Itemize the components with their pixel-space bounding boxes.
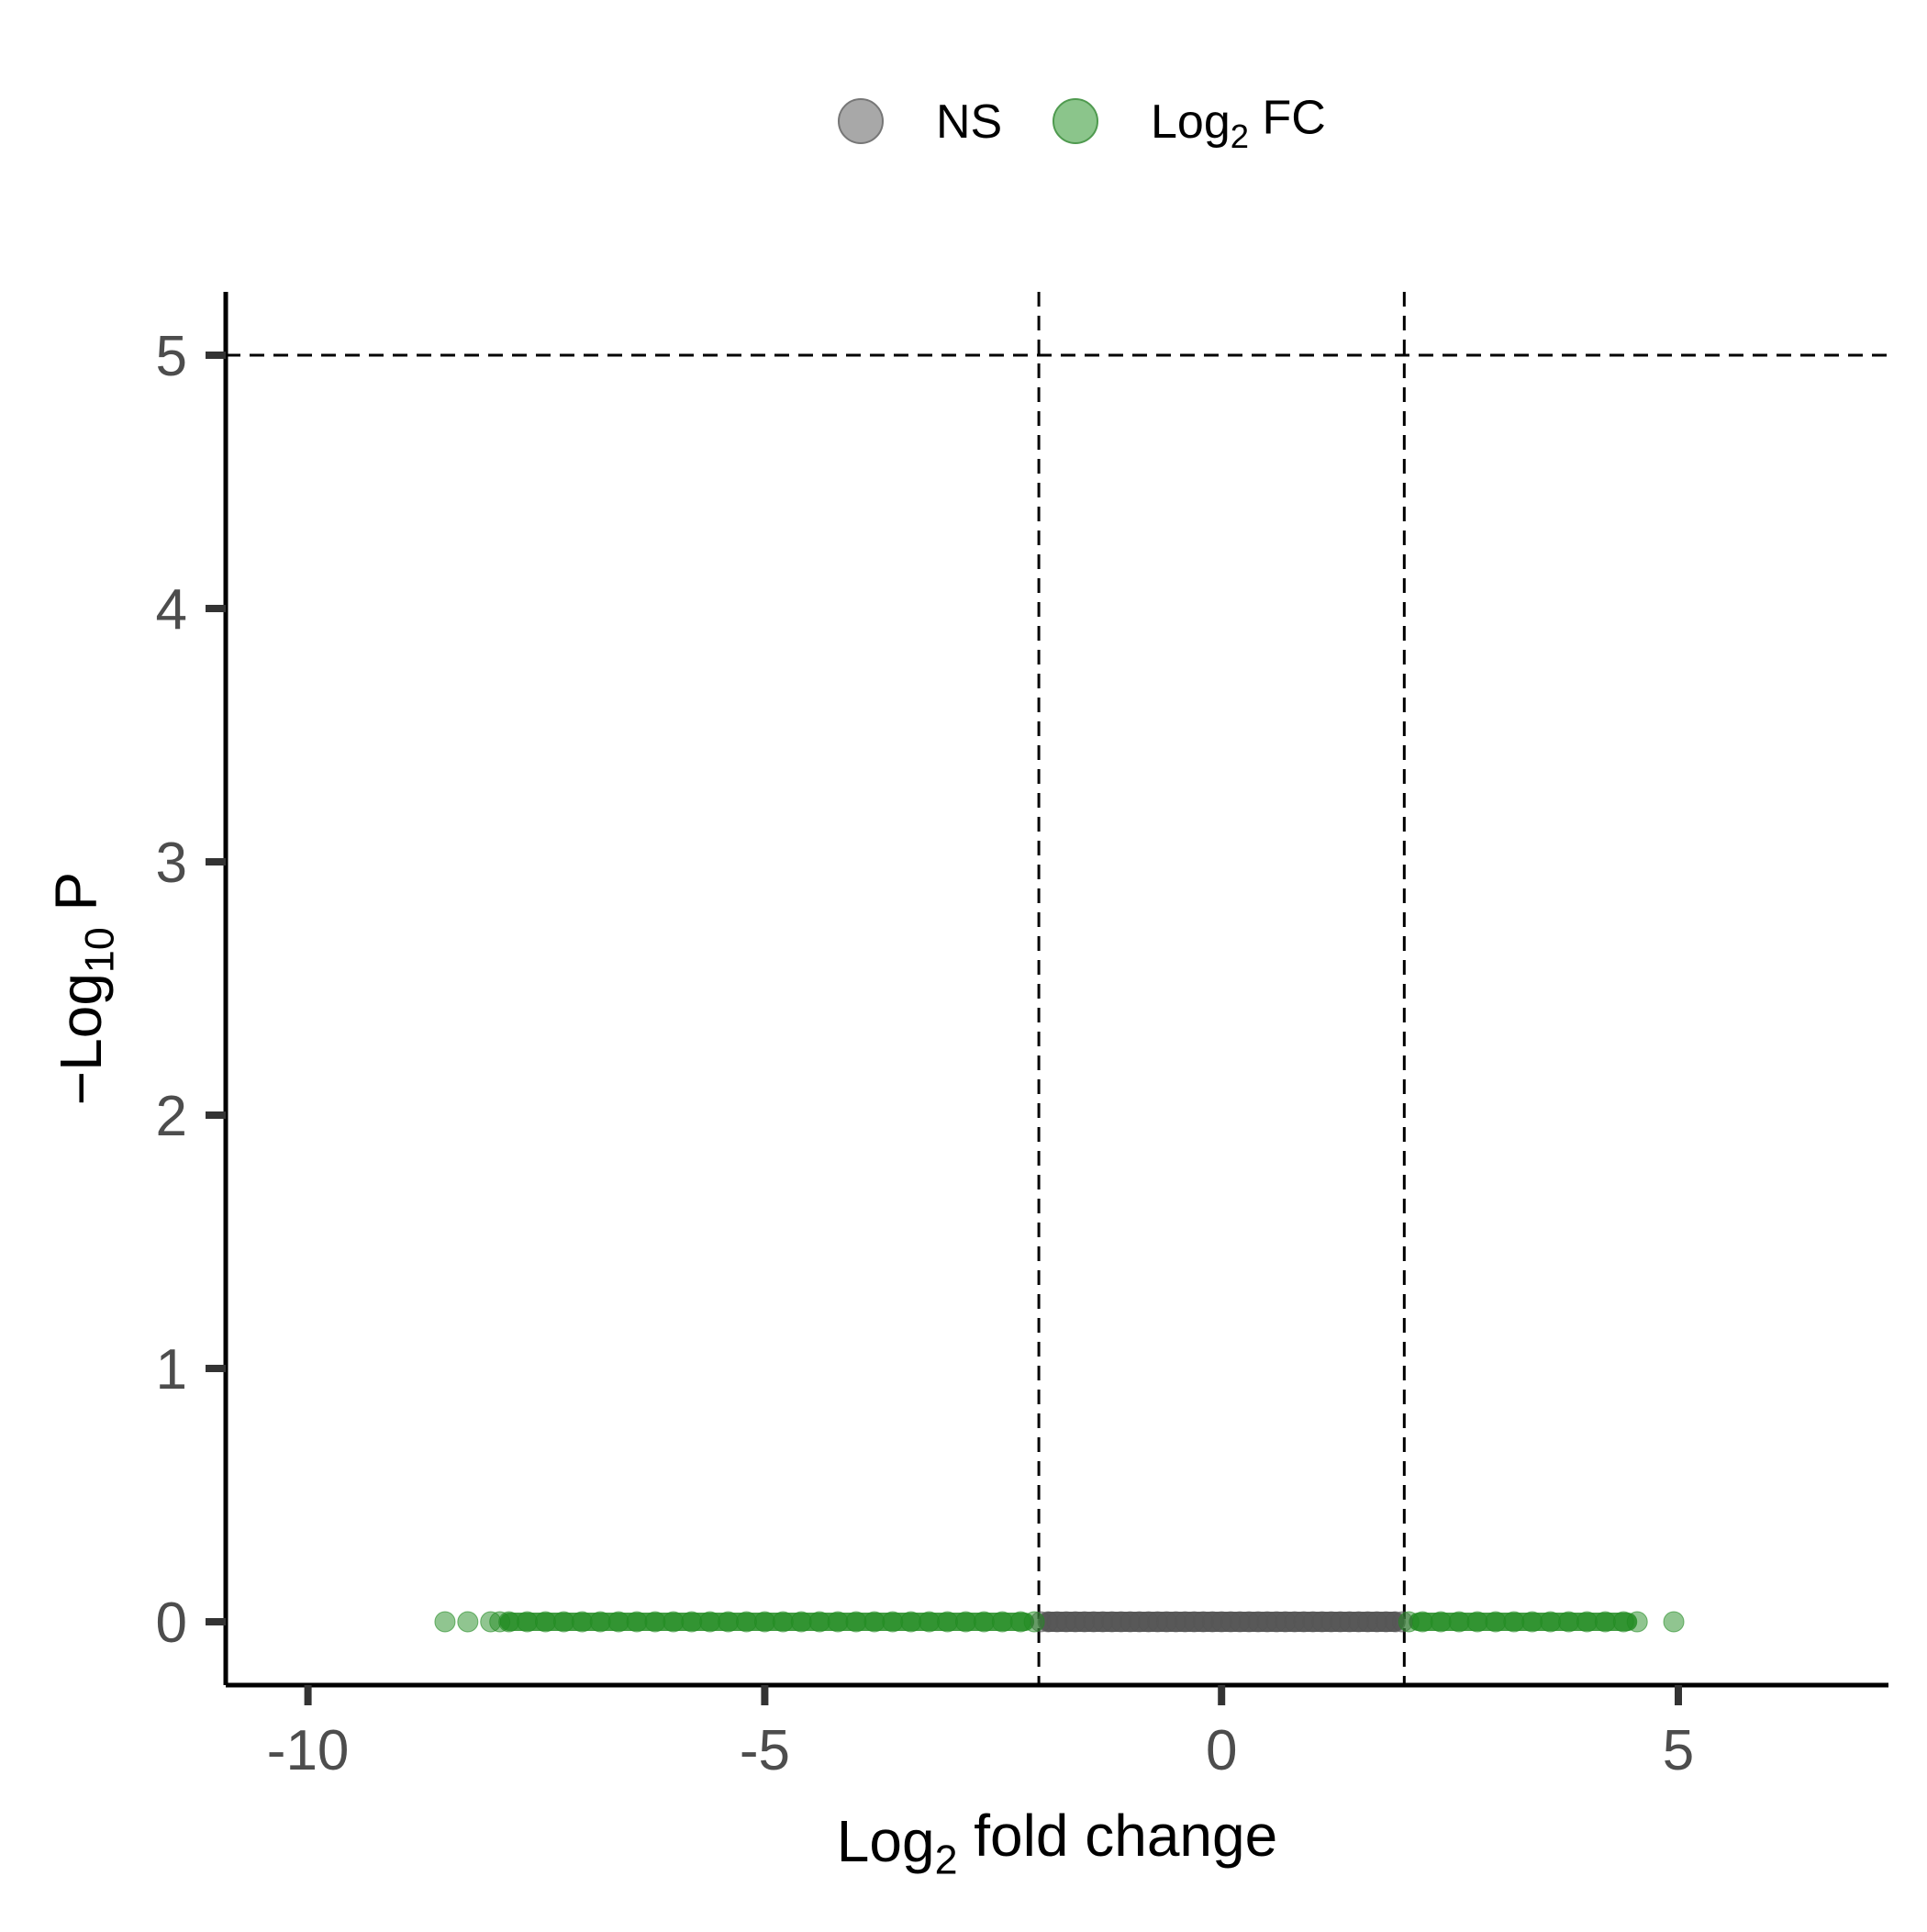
- fc-point-30: [973, 1611, 995, 1633]
- fc-point-36: [1430, 1611, 1452, 1633]
- legend-label-fc-subscript: 2: [1231, 117, 1249, 155]
- fc-point-21: [808, 1611, 830, 1633]
- fc-point-37: [1448, 1611, 1470, 1633]
- x-axis-title-tail: fold change: [957, 1803, 1277, 1869]
- fc-point-47: [1626, 1611, 1648, 1633]
- fc-point-39: [1485, 1611, 1507, 1633]
- fc-point-15: [699, 1611, 721, 1633]
- fc-point-0: [434, 1611, 456, 1633]
- x-axis-title: Log2 fold change: [837, 1803, 1277, 1882]
- y-axis-title-main: −Log: [48, 973, 114, 1105]
- fc-point-7: [552, 1611, 574, 1633]
- fc-point-18: [753, 1611, 775, 1633]
- fc-point-40: [1503, 1611, 1525, 1633]
- y-tick-label-0: 0: [156, 1591, 187, 1655]
- legend-label-fc: Log2 FC: [1151, 91, 1326, 155]
- fc-point-5: [517, 1611, 539, 1633]
- fc-point-16: [718, 1611, 740, 1633]
- y-tick-label-2: 2: [156, 1085, 187, 1148]
- fc-point-8: [571, 1611, 593, 1633]
- y-axis-title-subscript: 10: [76, 927, 122, 973]
- fc-point-12: [644, 1611, 666, 1633]
- y-axis-title-tail: P: [42, 872, 108, 927]
- legend-label-fc-main: Log: [1151, 95, 1231, 149]
- y-tick-label-3: 3: [156, 832, 187, 895]
- legend-label-ns: NS: [936, 95, 1002, 149]
- legend: NS Log2 FC: [838, 91, 1326, 155]
- fc-point-27: [919, 1611, 941, 1633]
- fc-point-6: [534, 1611, 556, 1633]
- legend-item-fc: Log2 FC: [1053, 91, 1326, 155]
- legend-swatch-fc: [1053, 98, 1098, 144]
- legend-label-ns-main: NS: [936, 95, 1002, 149]
- y-tick-label-5: 5: [156, 325, 187, 388]
- x-tick-label-3: 5: [1663, 1719, 1694, 1782]
- fc-point-23: [845, 1611, 867, 1633]
- axis-titles: Log2 fold change−Log10 P: [42, 872, 1277, 1883]
- fc-point-45: [1594, 1611, 1616, 1633]
- x-tick-label-2: 0: [1206, 1719, 1237, 1782]
- fc-point-43: [1558, 1611, 1580, 1633]
- fc-point-29: [954, 1611, 976, 1633]
- fc-point-28: [937, 1611, 959, 1633]
- fc-point-20: [790, 1611, 812, 1633]
- fc-point-4: [498, 1611, 520, 1633]
- fc-point-48: [1663, 1611, 1685, 1633]
- x-tick-label-1: -5: [740, 1719, 790, 1782]
- fc-point-33: [1023, 1611, 1045, 1633]
- fc-point-41: [1521, 1611, 1543, 1633]
- fc-point-26: [900, 1611, 922, 1633]
- fc-point-22: [827, 1611, 849, 1633]
- fc-point-31: [991, 1611, 1013, 1633]
- fc-point-42: [1540, 1611, 1562, 1633]
- fc-point-44: [1576, 1611, 1598, 1633]
- x-axis-title-subscript: 2: [935, 1837, 958, 1882]
- cutoff-lines: [226, 292, 1888, 1685]
- y-axis-title: −Log10 P: [42, 872, 122, 1105]
- x-axis-title-main: Log: [837, 1808, 935, 1874]
- legend-swatch-ns: [838, 98, 884, 144]
- fc-point-17: [735, 1611, 757, 1633]
- fc-point-35: [1411, 1611, 1433, 1633]
- y-tick-label-4: 4: [156, 578, 187, 642]
- y-tick-label-1: 1: [156, 1338, 187, 1402]
- axes: -10 -5 0 5 0 1 2 3 4 5: [156, 292, 1888, 1782]
- fc-point-13: [663, 1611, 685, 1633]
- fc-point-9: [589, 1611, 611, 1633]
- fc-point-19: [772, 1611, 794, 1633]
- fc-point-24: [863, 1611, 886, 1633]
- fc-point-38: [1466, 1611, 1488, 1633]
- fc-point-1: [457, 1611, 479, 1633]
- fc-point-10: [607, 1611, 629, 1633]
- fc-point-25: [882, 1611, 904, 1633]
- data-points: [434, 1611, 1685, 1633]
- fc-point-11: [626, 1611, 648, 1633]
- legend-item-ns: NS: [838, 95, 1002, 149]
- x-tick-label-0: -10: [267, 1719, 350, 1782]
- legend-label-fc-tail: FC: [1249, 91, 1326, 144]
- fc-point-14: [681, 1611, 703, 1633]
